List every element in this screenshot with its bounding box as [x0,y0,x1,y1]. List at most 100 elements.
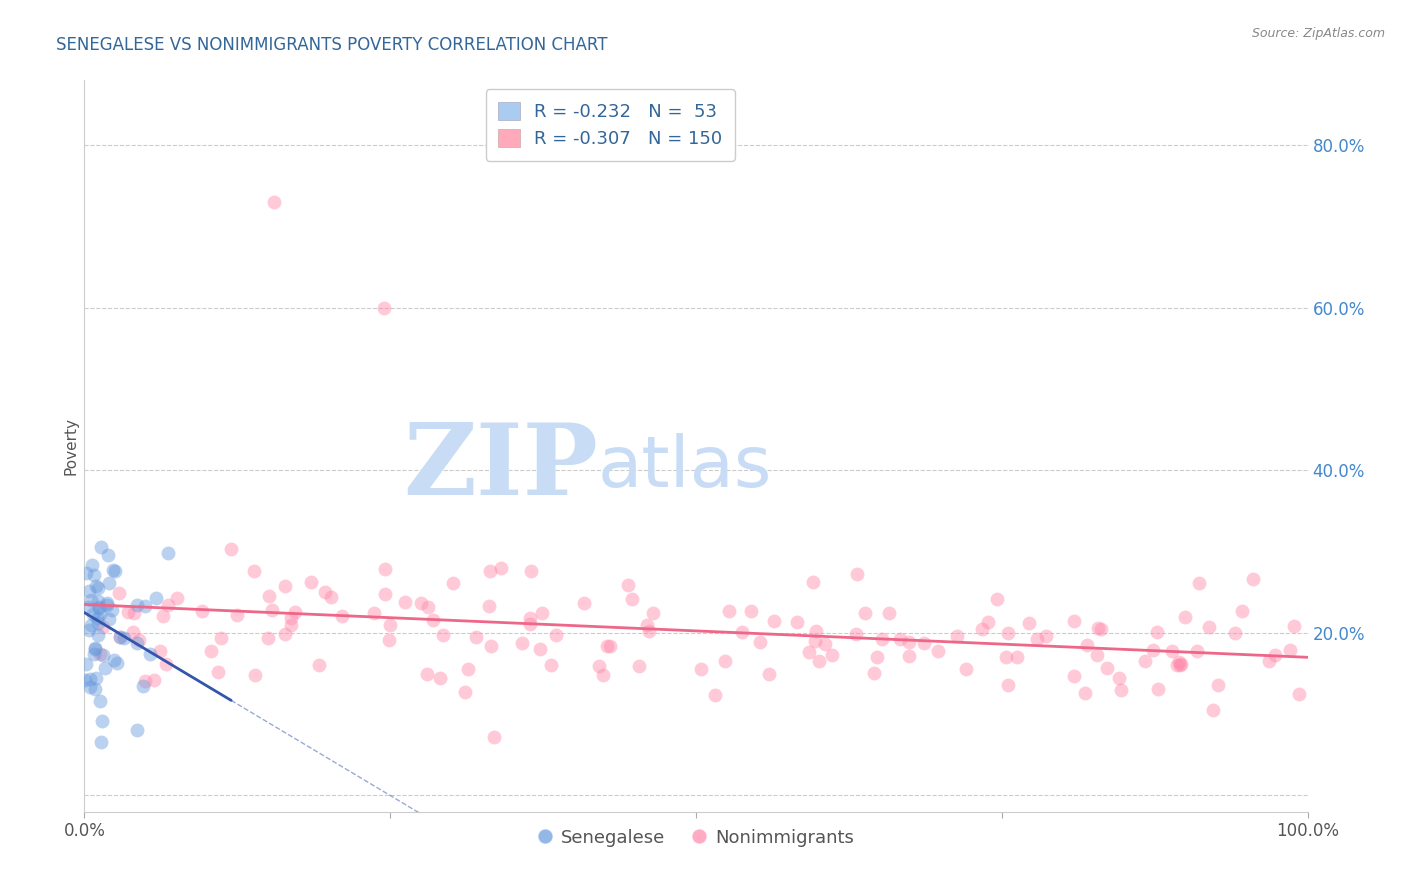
Point [718,604,741,618]
Point [226,608,249,623]
Point [149,644,172,658]
Point [98,576,121,591]
Point [134,673,156,688]
Point [409,596,432,610]
Text: atlas: atlas [598,434,772,502]
Point [89,693,111,707]
Point [1166,657,1188,672]
Point [259,589,281,603]
Point [416,666,439,681]
Point [101,603,124,617]
Point [104,564,127,578]
Point [1073,686,1095,700]
Point [373,562,395,576]
Point [1174,610,1197,624]
Point [93,620,115,634]
Point [1035,630,1057,644]
Point [1018,616,1040,631]
Point [853,606,876,620]
Point [1282,619,1305,633]
Point [786,615,808,630]
Point [489,561,512,575]
Point [704,688,727,702]
Legend: Senegalese, Nonimmigrants: Senegalese, Nonimmigrants [530,822,862,854]
Point [105,656,128,670]
Point [96,598,118,612]
Point [76,600,98,615]
Point [478,599,501,613]
Point [330,609,353,624]
Point [274,626,297,640]
Point [80,593,103,607]
Point [530,606,553,620]
Point [91,648,114,663]
Point [416,599,439,614]
Point [89,601,111,615]
Point [1109,683,1132,698]
Point [314,585,336,599]
Point [243,564,266,578]
Point [84,671,107,685]
Point [83,682,105,697]
Point [1258,654,1281,668]
Point [946,629,969,643]
Point [79,583,101,598]
Point [75,566,97,581]
Point [394,595,416,609]
Point [96,596,118,610]
Point [1288,687,1310,701]
Point [588,658,610,673]
Y-axis label: Poverty: Poverty [63,417,79,475]
Point [80,558,103,572]
Point [1142,642,1164,657]
Point [997,626,1019,640]
Point [972,622,994,636]
Point [457,662,479,676]
Point [620,592,643,607]
Point [804,624,827,638]
Point [870,632,893,647]
Point [87,615,110,630]
Point [79,672,101,686]
Point [482,730,505,744]
Point [1230,605,1253,619]
Point [378,633,401,648]
Point [122,606,145,620]
Point [1076,638,1098,652]
Point [103,653,125,667]
Point [519,617,541,632]
Point [166,591,188,606]
Point [274,579,297,593]
Point [112,631,135,645]
Point [529,642,551,657]
Point [262,603,284,617]
Point [143,673,166,688]
Point [801,574,824,589]
Point [713,654,735,668]
Point [97,548,120,562]
Point [821,648,844,662]
Point [1202,703,1225,717]
Point [90,735,112,749]
Point [912,635,935,649]
Point [845,627,868,641]
Point [156,598,179,612]
Point [89,607,111,621]
Point [374,587,396,601]
Point [807,654,830,668]
Point [690,662,713,676]
Point [263,195,285,210]
Point [599,639,621,653]
Point [1026,632,1049,647]
Point [429,671,451,685]
Point [1005,649,1028,664]
Point [519,564,541,578]
Point [814,637,837,651]
Point [637,624,659,638]
Point [280,618,302,632]
Point [122,624,145,639]
Point [845,566,868,581]
Point [422,613,444,627]
Point [1167,656,1189,670]
Point [117,606,139,620]
